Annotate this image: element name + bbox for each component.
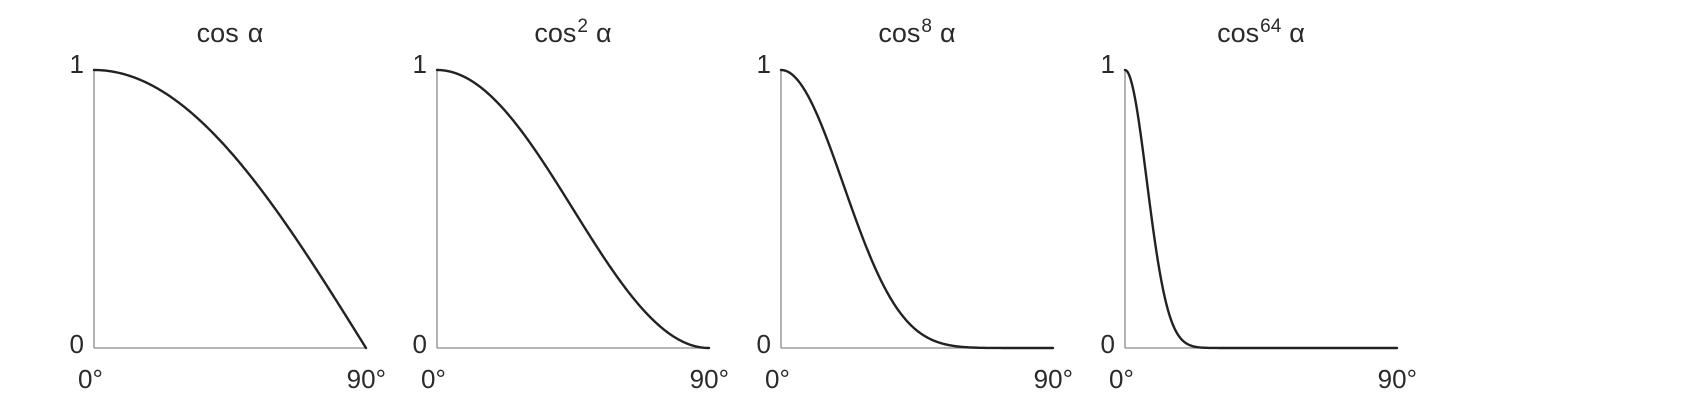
panel-4: cos64 α 1 0 0° 90°: [1101, 16, 1417, 394]
title-exponent: 8: [921, 16, 932, 37]
x-tick-label-left: 0°: [765, 364, 790, 394]
y-tick-label-bottom: 0: [1101, 329, 1115, 359]
panel-title: cos2 α: [534, 16, 611, 48]
x-tick-label-right: 90°: [1378, 364, 1417, 394]
panel-title: cos64 α: [1217, 16, 1305, 48]
y-tick-label-top: 1: [413, 49, 427, 79]
y-tick-label-top: 1: [757, 49, 771, 79]
title-symbol: α: [248, 18, 264, 48]
title-exponent: 2: [577, 16, 588, 37]
y-tick-label-bottom: 0: [757, 329, 771, 359]
cosine-power-curve: [1123, 68, 1399, 350]
x-tick-label-right: 90°: [1034, 364, 1073, 394]
panel-title: cos8 α: [878, 16, 955, 48]
y-tick-label-top: 1: [70, 49, 84, 79]
x-tick-label-left: 0°: [1109, 364, 1134, 394]
x-tick-label-right: 90°: [347, 364, 386, 394]
title-exponent: 64: [1260, 16, 1282, 37]
x-tick-label-left: 0°: [78, 364, 103, 394]
panel-title: cos α: [197, 18, 264, 48]
title-symbol: α: [940, 18, 956, 48]
cosine-power-curve: [92, 68, 368, 350]
title-base: cos: [534, 18, 576, 48]
title-symbol: α: [596, 18, 612, 48]
panel-3: cos8 α 1 0 0° 90°: [757, 16, 1073, 394]
title-base: cos: [878, 18, 920, 48]
x-tick-label-left: 0°: [421, 364, 446, 394]
title-base: cos: [1217, 18, 1259, 48]
y-tick-label-bottom: 0: [70, 329, 84, 359]
cosine-power-curve: [779, 68, 1055, 350]
panel-2: cos2 α 1 0 0° 90°: [413, 16, 729, 394]
cosine-power-curve: [435, 68, 711, 350]
x-tick-label-right: 90°: [690, 364, 729, 394]
title-base: cos: [197, 18, 239, 48]
title-symbol: α: [1289, 18, 1305, 48]
panel-1: cos α 1 0 0° 90°: [70, 18, 386, 394]
y-tick-label-top: 1: [1101, 49, 1115, 79]
y-tick-label-bottom: 0: [413, 329, 427, 359]
